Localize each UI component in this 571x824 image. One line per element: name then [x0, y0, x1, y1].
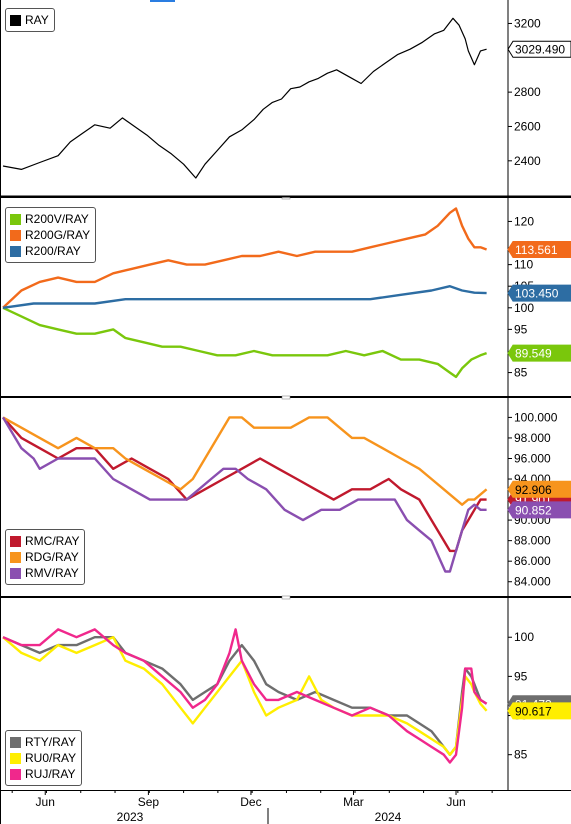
- legend-swatch: [10, 551, 21, 563]
- legend-entry: RAY: [10, 12, 49, 28]
- y-tick-label: 2600: [514, 119, 541, 133]
- last-value-flag: [507, 501, 571, 519]
- active-tab-indicator: [150, 0, 175, 2]
- series-line: [2, 628, 488, 764]
- last-value-flag: [507, 344, 571, 362]
- y-tick-label: 100: [514, 630, 534, 644]
- last-value-flag: [507, 480, 571, 498]
- y-tick-label: 100.000: [514, 410, 558, 424]
- legend-ray: RAY: [5, 8, 55, 32]
- series-line: [1, 416, 487, 573]
- legend-entry: RMC/RAY: [10, 533, 79, 549]
- y-tick-label: 85: [514, 748, 528, 762]
- y-tick-label: 100: [514, 301, 534, 315]
- panel-resize-handle: [281, 395, 291, 400]
- last-value-label: 89.549: [515, 347, 552, 361]
- legend-label: RDG/RAY: [25, 550, 79, 564]
- last-value-label: 103.450: [515, 287, 559, 301]
- legend-entry: R200V/RAY: [10, 211, 90, 227]
- legend-entry: R200/RAY: [10, 243, 90, 259]
- series-line: [2, 416, 487, 553]
- panel-resize-handle: [281, 595, 291, 600]
- legend-swatch: [10, 768, 21, 780]
- x-tick-label: Sep: [138, 795, 160, 809]
- panel-0: 3200 2800 2600 2400 3029.490: [2, 16, 571, 179]
- legend-entry: RUJ/RAY: [10, 766, 76, 782]
- legend-swatch: [10, 213, 21, 225]
- panel-3: 10095908591.47390.617: [2, 628, 571, 764]
- legend-label: R200/RAY: [25, 244, 81, 258]
- y-tick-label: 3200: [514, 16, 541, 30]
- last-value-flag: [507, 40, 571, 58]
- series-line: [2, 285, 487, 309]
- x-year-label: 2024: [375, 810, 402, 824]
- x-tick-label: Jun: [36, 795, 55, 809]
- legend-rty: RTY/RAY RU0/RAY RUJ/RAY: [5, 730, 83, 786]
- x-year-label: 2023: [117, 810, 144, 824]
- legend-label: RUJ/RAY: [25, 767, 76, 781]
- y-tick-label: 95: [514, 322, 528, 336]
- y-tick-label: 98.000: [514, 431, 551, 445]
- x-tick-label: Dec: [240, 795, 261, 809]
- last-value-label: 113.561: [515, 243, 558, 257]
- y-tick-label: 2400: [514, 154, 541, 168]
- series-line: [2, 416, 488, 506]
- legend-swatch: [10, 567, 21, 579]
- y-tick-label: 88.000: [514, 534, 551, 548]
- y-tick-label: 85: [514, 366, 528, 380]
- last-value-flag: [507, 284, 571, 302]
- legend-label: R200V/RAY: [25, 212, 89, 226]
- last-value-flag: [507, 702, 571, 720]
- x-tick-label: Jun: [446, 795, 465, 809]
- legend-r200: R200V/RAY R200G/RAY R200/RAY: [5, 207, 97, 263]
- legend-swatch: [10, 245, 21, 257]
- series-line: [2, 306, 488, 379]
- legend-swatch: [10, 14, 21, 26]
- legend-label: RTY/RAY: [25, 735, 76, 749]
- legend-swatch: [10, 535, 21, 547]
- y-tick-label: 110: [514, 258, 533, 272]
- x-tick-label: Mar: [343, 795, 364, 809]
- legend-swatch: [10, 736, 21, 748]
- last-value-flag: [507, 241, 571, 258]
- last-value-label: 90.852: [515, 503, 552, 517]
- last-value-label: 92.906: [515, 483, 552, 497]
- legend-entry: RDG/RAY: [10, 549, 79, 565]
- y-tick-label: 84.000: [514, 575, 551, 589]
- legend-entry: RTY/RAY: [10, 734, 76, 750]
- series-line: [2, 207, 488, 309]
- last-value-label: 90.617: [515, 704, 552, 718]
- legend-swatch: [10, 752, 21, 764]
- legend-label: R200G/RAY: [25, 228, 91, 242]
- legend-entry: RU0/RAY: [10, 750, 76, 766]
- legend-label: RMV/RAY: [25, 566, 79, 580]
- y-tick-label: 86.000: [514, 554, 551, 568]
- legend-entry: RMV/RAY: [10, 565, 79, 581]
- legend-rmc: RMC/RAY RDG/RAY RMV/RAY: [5, 529, 86, 585]
- legend-label: RMC/RAY: [25, 534, 80, 548]
- y-tick-label: 95: [514, 669, 528, 683]
- legend-swatch: [10, 229, 21, 241]
- series-line: [2, 17, 487, 179]
- legend-entry: R200G/RAY: [10, 227, 90, 243]
- y-tick-label: 120: [514, 214, 534, 228]
- last-value-label: 3029.490: [515, 43, 565, 57]
- y-tick-label: 2800: [514, 85, 541, 99]
- series-line: [2, 636, 488, 756]
- y-tick-label: 96.000: [514, 451, 551, 465]
- panel-2: 100.00098.00096.00094.00092.00090.00088.…: [1, 410, 571, 589]
- legend-label: RU0/RAY: [25, 751, 77, 765]
- legend-label: RAY: [25, 13, 49, 27]
